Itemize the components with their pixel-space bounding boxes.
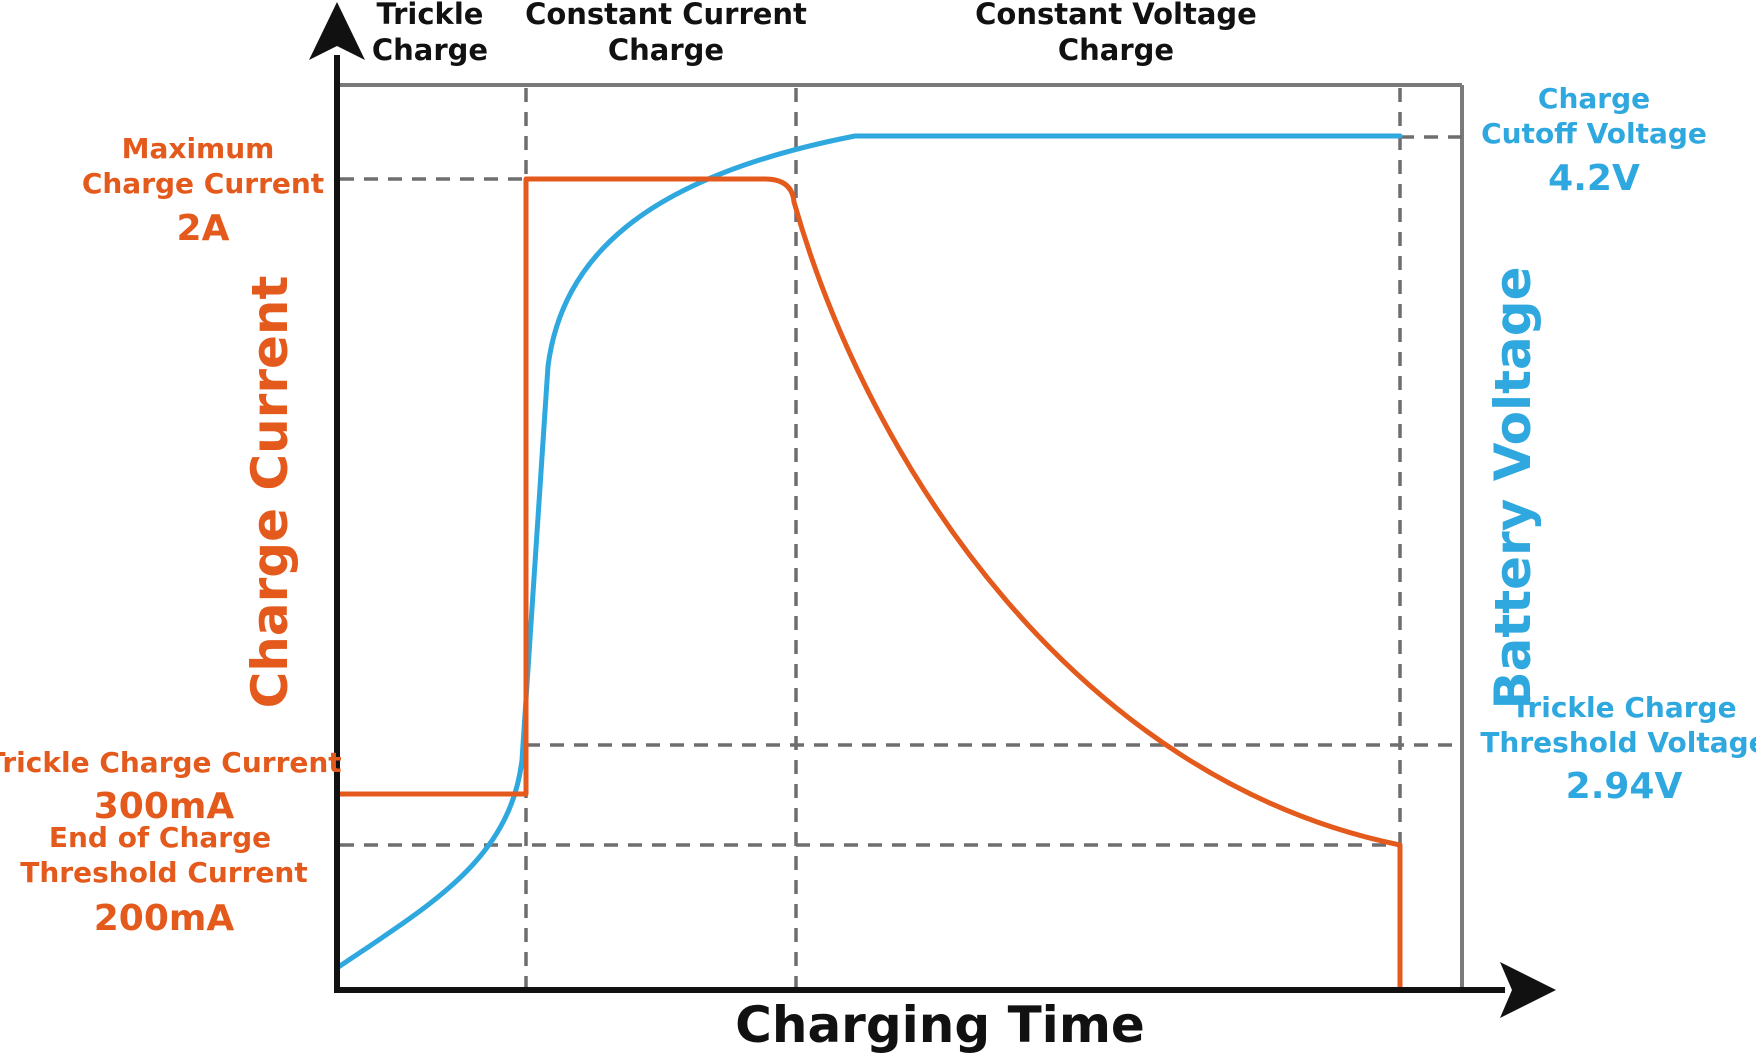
current-annotations: Maximum Charge Current 2A Trickle Charge… (0, 132, 342, 939)
cutoff-voltage-value: 4.2V (1548, 158, 1640, 199)
threshold-voltage-value: 2.94V (1566, 766, 1683, 807)
phase-trickle-line1: Trickle (377, 0, 484, 31)
battery-voltage-curve (334, 133, 1403, 971)
end-current-line1: End of Charge (49, 821, 271, 854)
threshold-voltage-line1: Trickle Charge (1511, 691, 1736, 724)
trickle-current-value: 300mA (94, 786, 235, 827)
right-axis-title: Battery Voltage (1484, 266, 1542, 709)
max-current-line2: Charge Current (82, 167, 324, 200)
voltage-annotations: Charge Cutoff Voltage 4.2V Trickle Charg… (1480, 82, 1756, 807)
axes (334, 55, 1505, 993)
arrow-right-icon (1500, 962, 1556, 1018)
phase-labels: Trickle Charge Constant Current Charge C… (372, 0, 1257, 67)
max-current-line1: Maximum (122, 132, 275, 165)
trickle-current-label: Trickle Charge Current (0, 746, 342, 779)
charge-current-curve (340, 176, 1403, 990)
phase-cc-line1: Constant Current (525, 0, 807, 31)
phase-trickle-line2: Charge (372, 33, 488, 67)
end-current-value: 200mA (94, 898, 235, 939)
left-axis-title: Charge Current (241, 276, 299, 709)
threshold-voltage-line2: Threshold Voltage (1480, 726, 1756, 759)
x-axis-title: Charging Time (735, 996, 1145, 1054)
cutoff-voltage-line1: Charge (1538, 82, 1650, 115)
end-current-line2: Threshold Current (20, 856, 307, 889)
phase-cv-line1: Constant Voltage (975, 0, 1257, 31)
phase-cc-line2: Charge (608, 33, 724, 67)
max-current-value: 2A (177, 208, 230, 249)
plot-frame (337, 83, 1464, 990)
guide-lines (340, 88, 1462, 990)
cutoff-voltage-line2: Cutoff Voltage (1481, 117, 1707, 150)
phase-cv-line2: Charge (1058, 33, 1174, 67)
arrow-up-icon (309, 2, 365, 60)
